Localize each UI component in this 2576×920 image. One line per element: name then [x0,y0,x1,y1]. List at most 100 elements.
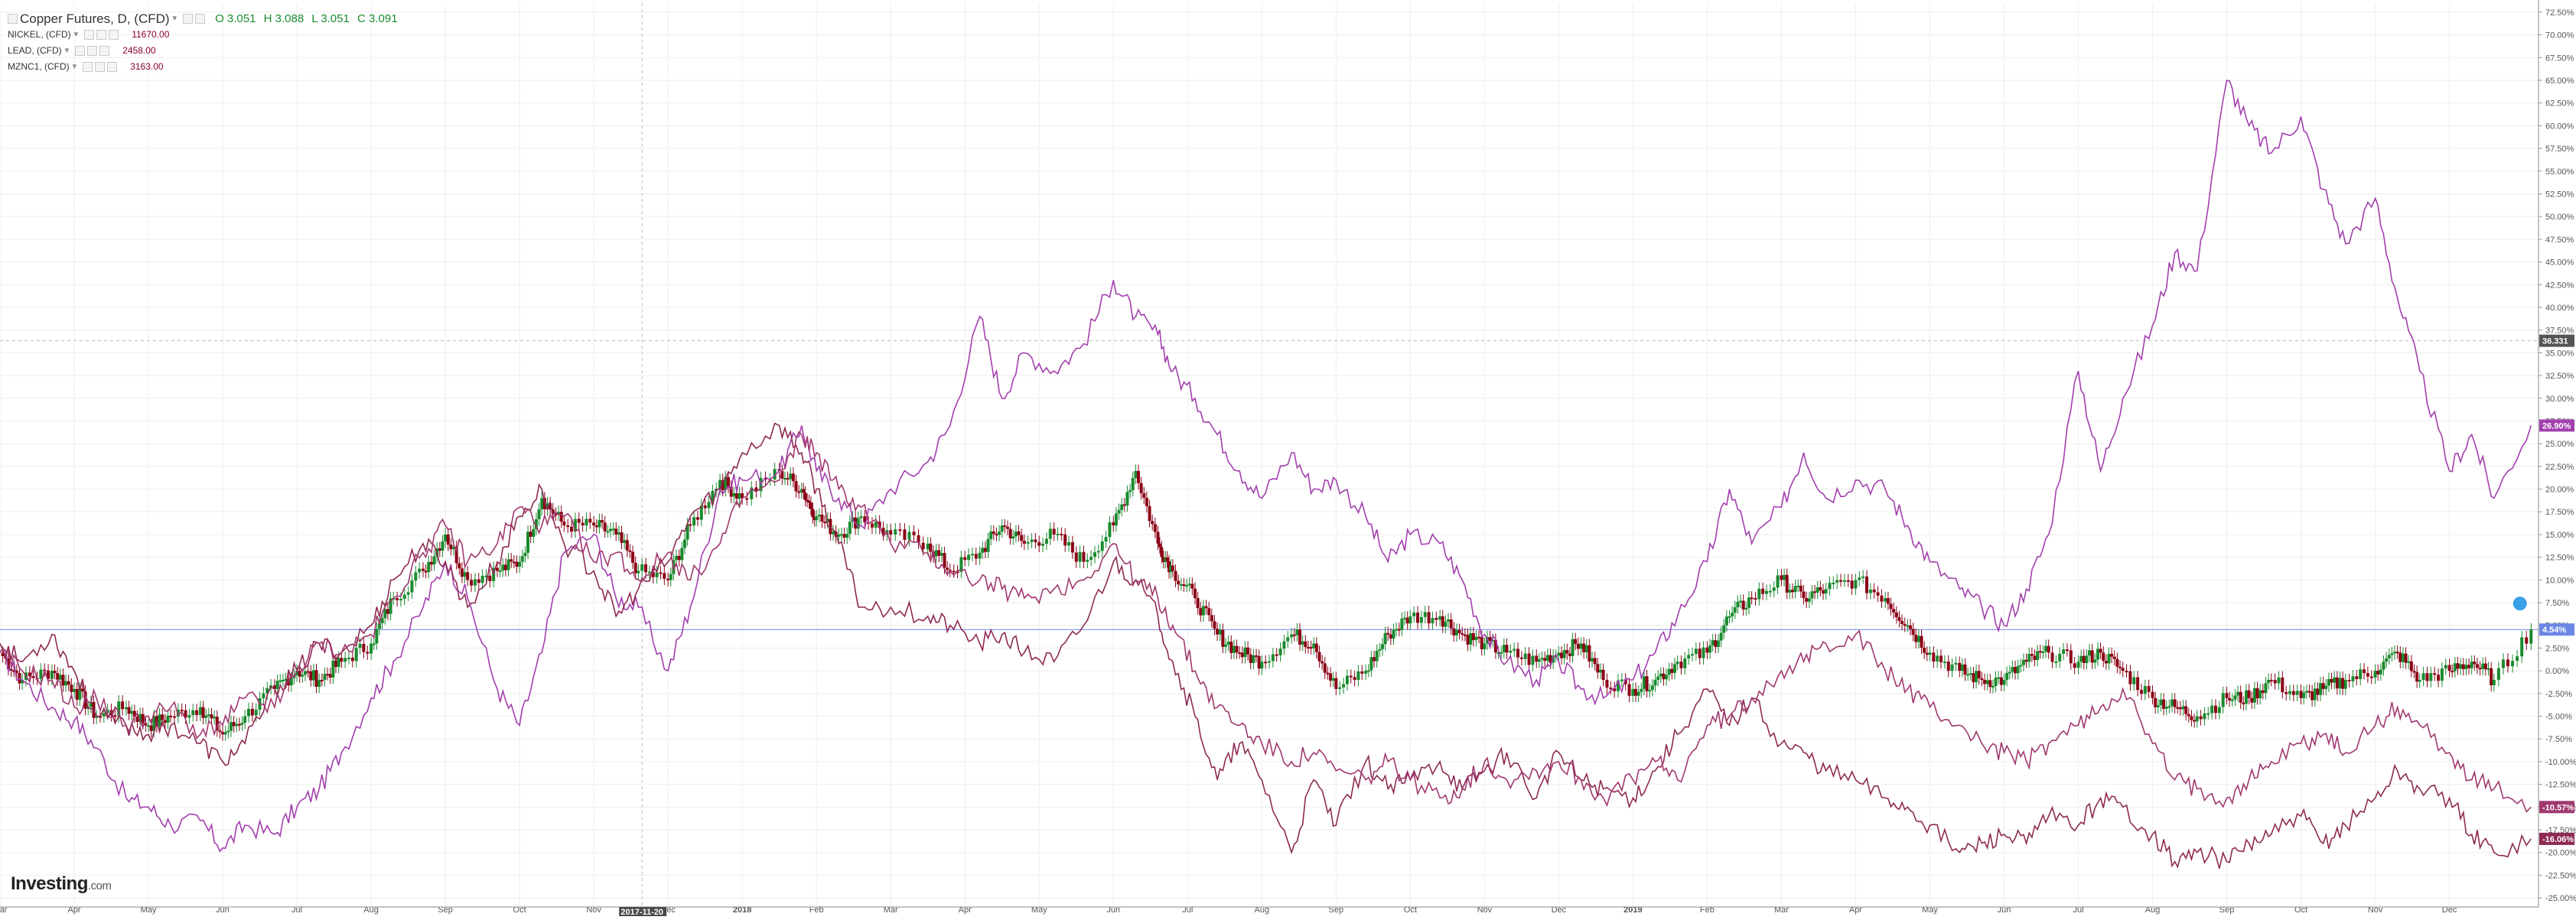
main-series-title[interactable]: Copper Futures, D, (CFD) [20,11,170,26]
candle-body [158,714,161,727]
candle-body [2501,659,2505,668]
candle-body [1117,509,1121,514]
candle-body [1260,662,1264,669]
candle-body [898,529,902,532]
candle-body [566,525,570,528]
candle-body [1317,652,1321,662]
candle-body [983,548,987,552]
candle-body [1353,677,1356,681]
legend-label-lead[interactable]: LEAD, (CFD) [8,45,62,56]
candle-body [47,670,50,679]
candle-body [1169,565,1173,573]
candle-body [802,489,806,493]
legend-label-zinc[interactable]: MZNC1, (CFD) [8,61,70,72]
close-box-icon[interactable] [107,62,118,72]
visibility-box-icon[interactable] [83,62,93,72]
candle-body [1286,637,1290,642]
x-tick-label: Apr [1849,905,1862,915]
ohlc-high: H 3.088 [263,12,304,25]
candle-body [2065,649,2069,652]
caret-down-icon[interactable]: ▾ [172,14,177,23]
x-tick-label: Mar [0,905,8,915]
candle-body [510,559,513,562]
legend-label-nickel[interactable]: NICKEL, (CFD) [8,29,71,40]
candle-body [2316,688,2320,695]
candle-body [1314,643,1318,652]
candle-body [669,574,672,580]
candle-body [1627,684,1631,696]
candle-body [617,532,620,535]
candle-body [783,478,786,480]
caret-down-icon[interactable]: ▾ [73,30,79,39]
candle-body [2184,706,2188,714]
legend-toggle-box[interactable] [8,14,18,24]
candle-body [1574,639,1578,644]
candle-body [1950,664,1954,671]
candle-body [1994,678,1998,687]
candle-body [1920,636,1923,648]
x-tick-label: May [1922,905,1938,915]
candle-body [1719,632,1723,641]
candle-body [1441,616,1444,627]
candle-body [1435,618,1438,620]
candle-body [2359,669,2363,679]
candle-body [1034,539,1037,542]
candle-body [2181,706,2185,710]
candle-body [1122,504,1126,506]
caret-down-icon[interactable]: ▾ [72,62,77,71]
candle-body [1224,644,1228,647]
settings-box-icon[interactable] [95,62,106,72]
candle-body [842,534,846,538]
candle-body [686,524,689,540]
settings-box-icon[interactable] [183,14,194,24]
candle-body [2440,668,2444,681]
candle-body [2506,659,2509,667]
candle-body [2302,692,2306,698]
candle-body [2159,699,2163,706]
candle-body [1366,670,1370,672]
candle-body [6,658,10,669]
candle-body [1698,649,1702,658]
candle-body [1736,601,1740,608]
candle-body [229,722,233,731]
candle-body [2156,705,2160,707]
candle-body [1037,541,1041,546]
candle-body [1477,636,1481,639]
candle-body [1925,652,1929,655]
visibility-box-icon[interactable] [75,46,86,56]
date-highlight-bg [619,907,667,916]
candle-body [383,609,387,619]
candle-body [1160,547,1164,558]
close-box-icon[interactable] [195,14,206,24]
x-tick-label: Sep [2219,905,2235,915]
candle-body [1463,634,1467,636]
settings-box-icon[interactable] [87,46,98,56]
candle-body [1408,616,1412,624]
candle-body [754,487,758,492]
caret-down-icon[interactable]: ▾ [64,46,70,55]
candle-body [187,715,191,718]
y-tick-label: 20.00% [2545,486,2574,495]
candle-body [1380,644,1384,649]
candle-body [50,671,54,679]
candle-body [1832,582,1835,584]
x-tick-label: Sep [438,905,453,915]
candle-body [699,506,703,520]
candle-body [549,503,552,510]
investing-logo: Investing.com [11,873,112,895]
candle-body [1842,580,1846,582]
close-box-icon[interactable] [99,46,110,56]
visibility-box-icon[interactable] [84,30,95,40]
candle-body [1988,680,1992,688]
candle-body [1447,619,1451,622]
x-tick-label: Mar [884,905,898,915]
candle-body [117,701,121,717]
candle-body [1813,591,1817,593]
close-box-icon[interactable] [109,30,119,40]
settings-box-icon[interactable] [96,30,107,40]
candle-body [470,580,474,586]
candle-body [2093,659,2097,663]
candle-body [1306,646,1310,649]
candle-body [2264,683,2268,694]
